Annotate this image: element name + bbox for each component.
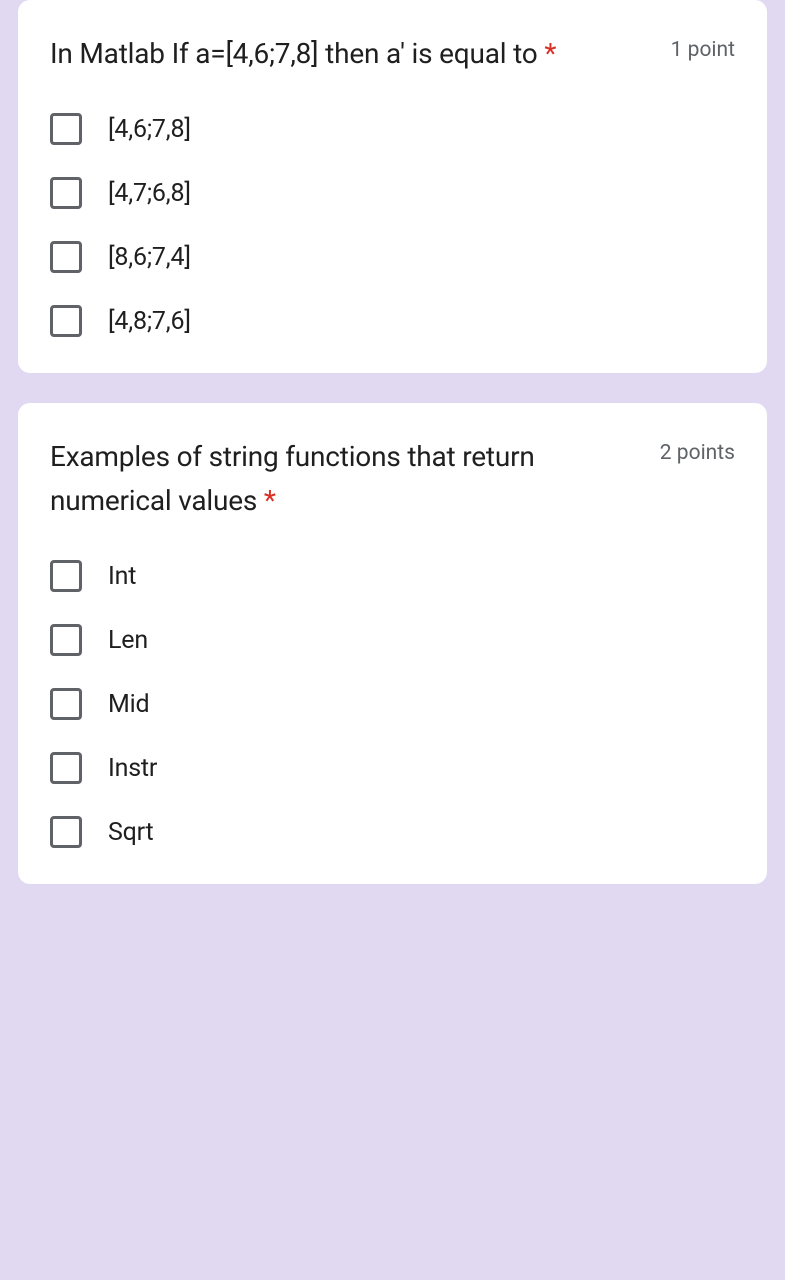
checkbox-icon[interactable] — [50, 816, 82, 848]
option-label: [4,7;6,8] — [108, 179, 191, 208]
option-label: [4,8;7,6] — [108, 307, 191, 336]
option-label: [8,6;7,4] — [108, 243, 191, 272]
question-card-2: Examples of string functions that return… — [18, 403, 767, 884]
question-label: In Matlab If a=[4,6;7,8] then a' is equa… — [50, 37, 538, 70]
option-label: Sqrt — [108, 818, 154, 847]
question-text: Examples of string functions that return… — [50, 435, 646, 522]
question-header: In Matlab If a=[4,6;7,8] then a' is equa… — [50, 32, 735, 75]
required-marker: * — [264, 484, 276, 517]
option-row[interactable]: [4,6;7,8] — [50, 113, 735, 145]
checkbox-icon[interactable] — [50, 305, 82, 337]
option-row[interactable]: Mid — [50, 688, 735, 720]
option-row[interactable]: [8,6;7,4] — [50, 241, 735, 273]
checkbox-icon[interactable] — [50, 560, 82, 592]
question-text: In Matlab If a=[4,6;7,8] then a' is equa… — [50, 32, 657, 75]
option-label: Len — [108, 626, 148, 655]
option-row[interactable]: [4,8;7,6] — [50, 305, 735, 337]
option-row[interactable]: Instr — [50, 752, 735, 784]
option-row[interactable]: Int — [50, 560, 735, 592]
option-row[interactable]: Sqrt — [50, 816, 735, 848]
question-card-1: In Matlab If a=[4,6;7,8] then a' is equa… — [18, 0, 767, 373]
points-label: 1 point — [671, 32, 735, 62]
options-list: [4,6;7,8] [4,7;6,8] [8,6;7,4] [4,8;7,6] — [50, 113, 735, 337]
checkbox-icon[interactable] — [50, 177, 82, 209]
checkbox-icon[interactable] — [50, 113, 82, 145]
required-marker: * — [544, 37, 556, 70]
option-label: [4,6;7,8] — [108, 115, 191, 144]
option-row[interactable]: [4,7;6,8] — [50, 177, 735, 209]
question-header: Examples of string functions that return… — [50, 435, 735, 522]
checkbox-icon[interactable] — [50, 624, 82, 656]
checkbox-icon[interactable] — [50, 241, 82, 273]
checkbox-icon[interactable] — [50, 752, 82, 784]
options-list: Int Len Mid Instr Sqrt — [50, 560, 735, 848]
option-label: Int — [108, 562, 136, 591]
question-label: Examples of string functions that return… — [50, 440, 535, 516]
option-label: Instr — [108, 754, 157, 783]
checkbox-icon[interactable] — [50, 688, 82, 720]
option-label: Mid — [108, 690, 149, 719]
points-label: 2 points — [660, 435, 735, 465]
option-row[interactable]: Len — [50, 624, 735, 656]
